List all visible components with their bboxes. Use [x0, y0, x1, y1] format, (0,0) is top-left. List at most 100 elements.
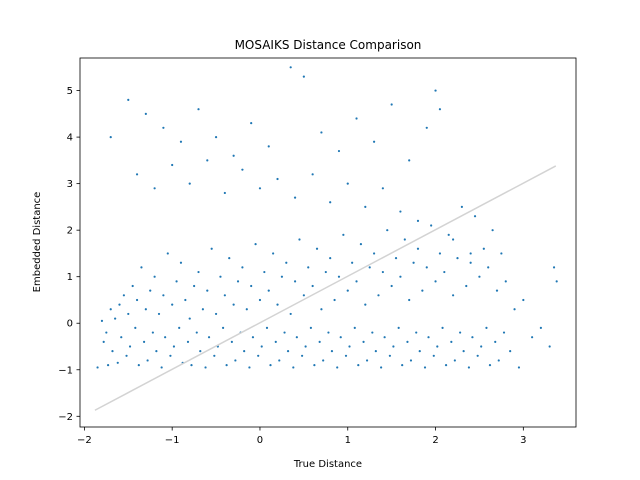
y-tick-label: −1 [58, 365, 73, 376]
data-point [210, 247, 213, 250]
y-tick-label: 0 [67, 319, 73, 330]
data-point [337, 275, 341, 278]
data-point [309, 326, 312, 329]
data-point [552, 266, 556, 269]
data-point [488, 364, 492, 367]
data-point [502, 331, 506, 334]
data-point [368, 266, 371, 269]
data-point [254, 243, 257, 246]
data-point [289, 66, 292, 69]
data-point [127, 98, 130, 101]
x-axis: −2 −1 0 1 2 3 [77, 427, 527, 446]
data-point [258, 187, 262, 190]
data-point [197, 270, 200, 274]
data-point [388, 354, 391, 357]
data-point [504, 280, 507, 283]
data-point [105, 331, 108, 334]
data-point [377, 294, 380, 297]
data-point [348, 345, 351, 348]
data-point [304, 345, 307, 348]
data-point [283, 331, 286, 334]
data-point [430, 224, 433, 227]
x-tick-label: −2 [77, 435, 92, 446]
data-point [456, 256, 459, 260]
data-point [469, 261, 472, 264]
data-point [357, 364, 360, 367]
data-point [109, 136, 112, 139]
data-point [188, 182, 191, 185]
data-point [423, 366, 427, 369]
data-point [450, 340, 453, 343]
data-point [548, 345, 551, 348]
data-point [471, 336, 474, 339]
data-point [399, 275, 402, 278]
data-point [278, 359, 281, 362]
data-point [232, 303, 235, 306]
data-point [206, 289, 209, 292]
data-point [250, 122, 253, 125]
data-point [452, 294, 455, 297]
data-point [434, 89, 437, 92]
data-point [485, 326, 488, 329]
data-point [478, 275, 481, 278]
data-point [409, 359, 413, 362]
y-tick-label: 5 [67, 86, 73, 97]
data-point [333, 298, 336, 302]
data-point [96, 366, 99, 369]
data-point [153, 275, 156, 278]
data-point [390, 284, 393, 288]
data-point [267, 145, 270, 148]
data-point [258, 298, 262, 302]
data-point [125, 354, 128, 357]
data-point [346, 289, 349, 292]
data-point [406, 340, 409, 343]
data-point [292, 366, 295, 369]
data-point [248, 366, 251, 369]
data-point [144, 112, 147, 115]
data-point [122, 294, 125, 297]
data-point [286, 350, 290, 353]
data-point [330, 350, 334, 353]
data-point [460, 205, 463, 208]
data-point [251, 336, 255, 339]
data-point [362, 340, 365, 343]
x-tick-label: 2 [432, 435, 438, 446]
data-point [257, 354, 260, 357]
data-point [214, 312, 218, 316]
data-point [293, 280, 297, 283]
data-point [178, 326, 181, 329]
data-point [151, 331, 154, 334]
y-axis-label: Embedded Distance [32, 192, 43, 293]
data-point [234, 359, 237, 362]
y-tick-label: 2 [67, 226, 73, 237]
data-point [232, 154, 235, 157]
data-point [109, 308, 112, 311]
data-point [162, 126, 165, 129]
data-point [371, 331, 374, 334]
data-point [263, 270, 266, 274]
data-point [381, 270, 384, 274]
y-tick-label: −2 [58, 412, 73, 423]
data-point [401, 364, 404, 367]
data-point [320, 308, 323, 311]
data-point [346, 182, 349, 185]
data-point [201, 308, 204, 311]
data-point [289, 312, 292, 316]
data-point [204, 366, 207, 369]
data-point [120, 336, 123, 339]
data-point [531, 336, 534, 339]
data-point [372, 252, 376, 255]
data-point [137, 364, 140, 367]
data-point [482, 247, 485, 250]
y-axis: −2 −1 0 1 2 3 4 5 [58, 86, 80, 423]
data-point [495, 289, 499, 292]
data-point [160, 366, 163, 369]
data-point [339, 336, 342, 339]
data-point [500, 252, 503, 255]
data-point [127, 312, 130, 316]
data-point [146, 359, 149, 362]
data-point [480, 345, 483, 348]
data-point [188, 317, 191, 320]
data-point [280, 275, 284, 278]
